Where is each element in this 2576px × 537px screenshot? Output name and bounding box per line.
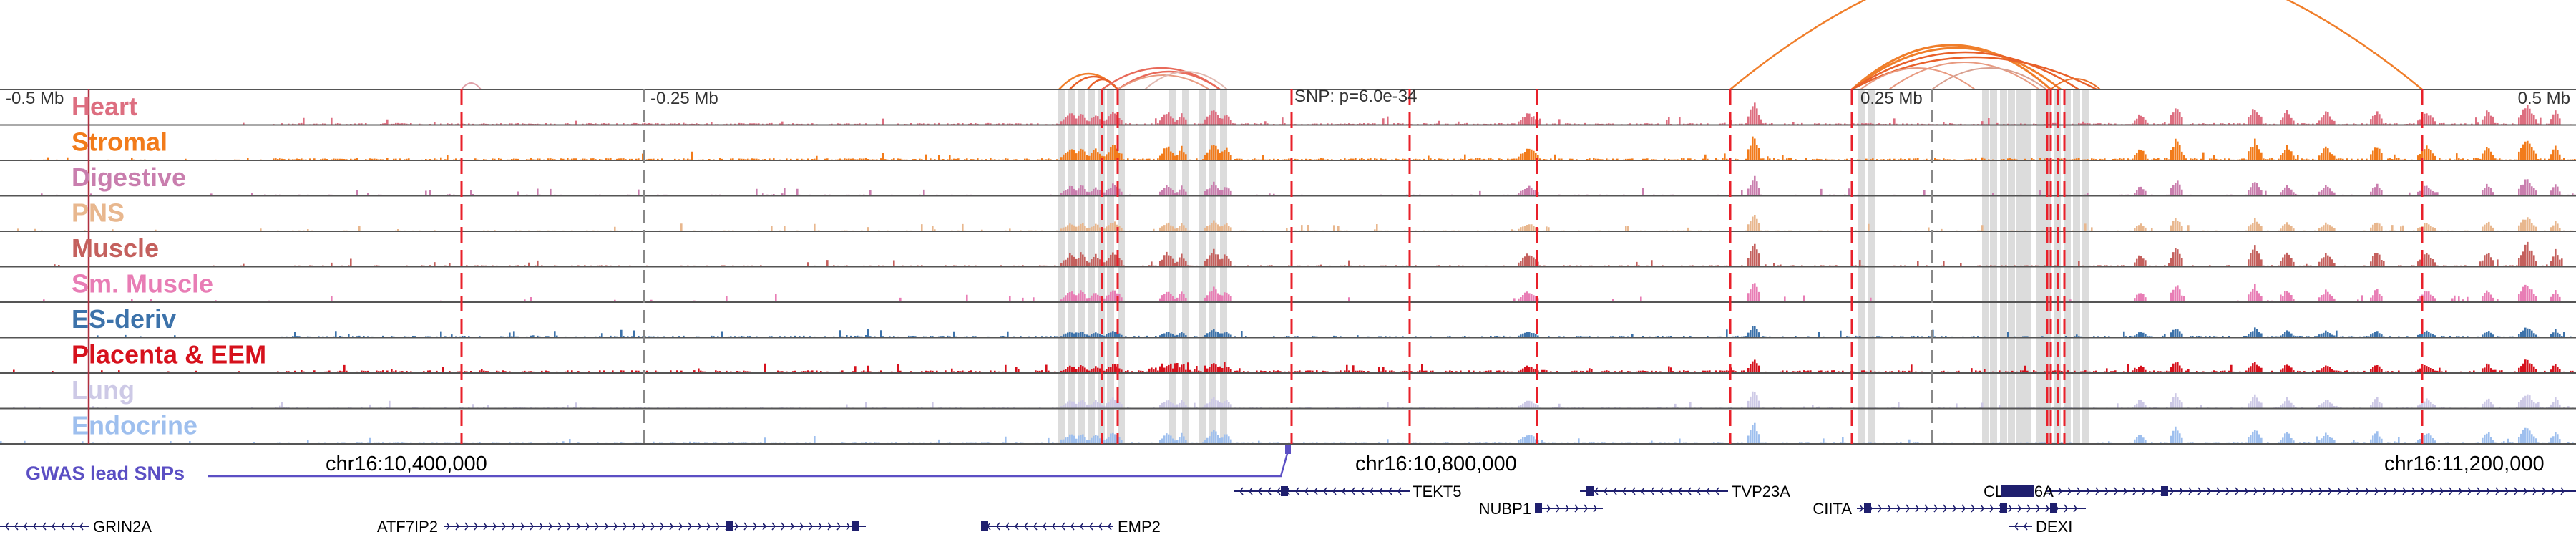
- coordinate-label: chr16:10,400,000: [326, 453, 487, 475]
- signal-track: [0, 422, 2576, 445]
- interaction-arc: [1729, 0, 2423, 90]
- exon: [981, 521, 988, 531]
- track-label: Lung: [72, 375, 135, 405]
- signal-bars: [0, 359, 2576, 373]
- signal-bars: [6, 136, 2576, 160]
- interaction-arc: [1888, 62, 2040, 90]
- gwas-track: GWAS lead SNPs: [26, 445, 1291, 484]
- strand-arrows: [2014, 522, 2028, 531]
- exon: [1864, 503, 1871, 513]
- interaction-arc: [1851, 47, 2062, 91]
- interaction-arc: [1860, 67, 1976, 90]
- scale-label-right: 0.5 Mb: [2518, 89, 2570, 108]
- interaction-arc: [1851, 44, 2051, 91]
- gene-model[interactable]: NUBP1: [1479, 500, 1603, 518]
- signal-bars: [0, 102, 2576, 125]
- gene-model[interactable]: ATF7IP2: [377, 518, 866, 536]
- strand-arrows: [1859, 504, 2077, 513]
- signal-bars: [4, 241, 2572, 267]
- interaction-arc: [1851, 51, 2079, 91]
- interaction-arc: [1117, 74, 1210, 90]
- gene-label: NUBP1: [1479, 500, 1531, 518]
- gene-label: DEXI: [2036, 518, 2072, 536]
- coordinate-axis: chr16:10,400,000 chr16:10,800,000 chr16:…: [326, 453, 2545, 475]
- exon: [726, 521, 733, 531]
- gene-model[interactable]: GRIN2A: [0, 518, 152, 536]
- gene-label: ATF7IP2: [377, 518, 438, 536]
- exon: [852, 521, 859, 531]
- track-labels: Heart Stromal Digestive PNS Muscle Sm. Muscle…: [72, 92, 266, 440]
- gene-label: CIITA: [1813, 500, 1852, 518]
- strand-arrows: [1239, 487, 1402, 495]
- snp-markers: [87, 90, 2424, 444]
- gene-label: GRIN2A: [93, 518, 152, 536]
- track-label: Muscle: [72, 233, 159, 263]
- track-label: Placenta & EEM: [72, 340, 266, 369]
- signal-track: [0, 175, 2576, 197]
- interaction-arc: [1144, 71, 1228, 90]
- interaction-arc: [2050, 78, 2101, 90]
- exon: [2161, 486, 2168, 496]
- interaction-arc: [461, 82, 482, 90]
- track-label: Stromal: [72, 127, 167, 157]
- signal-track: [0, 326, 2576, 339]
- signal-bars: [0, 422, 2574, 444]
- signal-track: [0, 215, 2576, 232]
- coordinate-label: chr16:10,800,000: [1355, 453, 1517, 475]
- signal-tracks: [0, 89, 2576, 445]
- gene-label: TEKT5: [1413, 483, 1461, 500]
- track-label: PNS: [72, 198, 125, 228]
- gwas-snp-marker[interactable]: [1285, 445, 1291, 454]
- gene-model[interactable]: CLEC16A: [1984, 483, 2576, 500]
- exon: [2000, 503, 2007, 513]
- interaction-arc: [1087, 78, 1118, 90]
- scale-label-mid-right: 0.25 Mb: [1860, 89, 1923, 108]
- signal-bars: [0, 326, 2574, 338]
- exon: [2001, 485, 2034, 497]
- interaction-arcs: [461, 0, 2423, 91]
- gene-model[interactable]: TEKT5: [1234, 483, 1461, 500]
- strand-arrows: [5, 522, 84, 531]
- signal-track: [0, 283, 2576, 303]
- signal-track: [0, 359, 2576, 374]
- signal-bars: [6, 283, 2576, 302]
- interaction-arc: [1931, 67, 2047, 90]
- track-label: Endocrine: [72, 411, 197, 440]
- exon: [1281, 486, 1288, 496]
- coordinate-label: chr16:11,200,000: [2384, 453, 2545, 475]
- track-label: ES-deriv: [72, 304, 176, 334]
- signal-bars: [9, 175, 2576, 196]
- track-label: Heart: [72, 92, 137, 121]
- gene-track: GRIN2A ATF7IP2 EMP2 TEKT5 NUBP1 TVP23A CIITA CL…: [0, 483, 2576, 536]
- gwas-connector: [208, 450, 1289, 478]
- gwas-label: GWAS lead SNPs: [26, 463, 185, 484]
- scale-label-mid-left: -0.25 Mb: [650, 89, 718, 108]
- scale-axis: -0.5 Mb -0.25 Mb SNP: p=6.0e-34 0.25 Mb …: [6, 87, 2570, 108]
- gene-label: TVP23A: [1732, 483, 1790, 500]
- exon: [1535, 503, 1542, 513]
- gene-label: EMP2: [1118, 518, 1161, 536]
- scale-label-center: SNP: p=6.0e-34: [1294, 87, 1417, 106]
- signal-track: [0, 136, 2576, 161]
- track-label: Digestive: [72, 163, 186, 192]
- gene-model[interactable]: EMP2: [981, 518, 1161, 536]
- signal-track: [0, 102, 2576, 126]
- signal-track: [0, 391, 2576, 410]
- exon: [2050, 503, 2057, 513]
- scale-label-left: -0.5 Mb: [6, 89, 64, 108]
- signal-bars: [6, 391, 2574, 409]
- track-label: Sm. Muscle: [72, 269, 213, 299]
- gene-model[interactable]: CIITA: [1813, 500, 2086, 518]
- signal-bars: [17, 215, 2574, 231]
- gene-model[interactable]: DEXI: [2009, 518, 2072, 536]
- strand-arrows: [1585, 487, 1719, 495]
- exon: [1586, 486, 1594, 496]
- signal-track: [0, 241, 2576, 268]
- gene-model[interactable]: TVP23A: [1580, 483, 1790, 500]
